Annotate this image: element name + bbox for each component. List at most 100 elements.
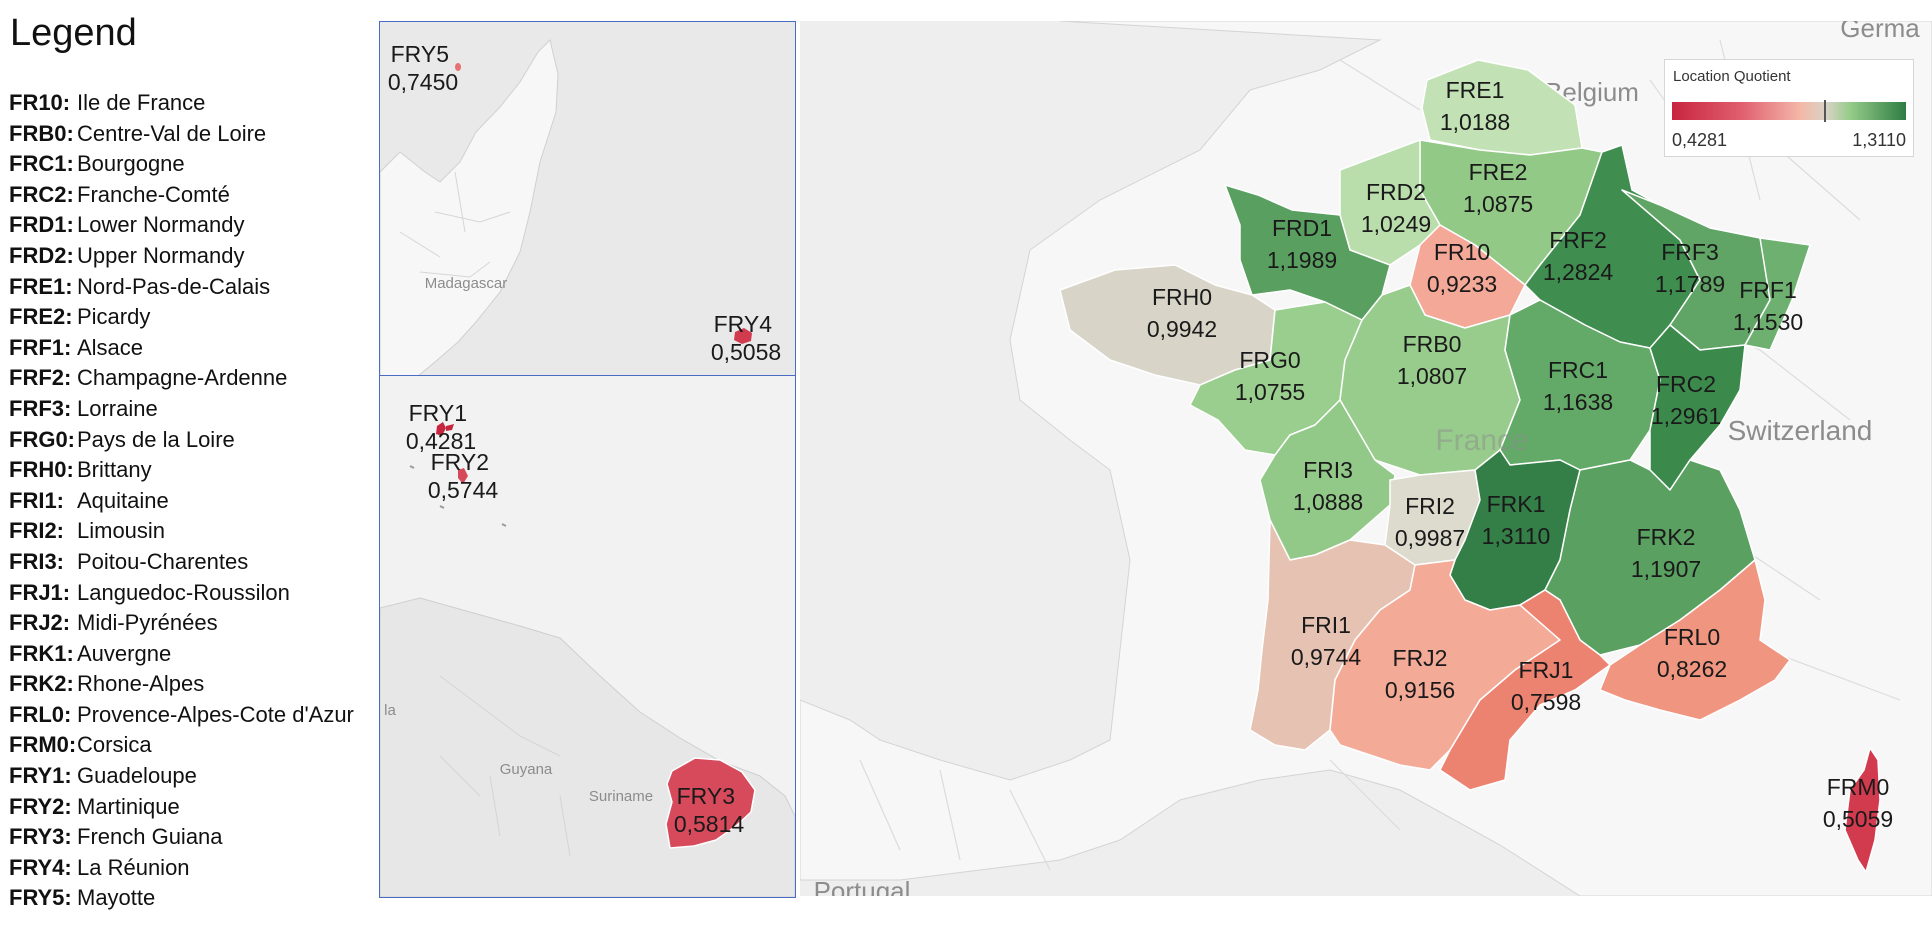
legend-item-name: Picardy [77,304,151,330]
region-code-FRE1: FRE1 [1446,77,1505,103]
region-value-FRE2: 1,0875 [1463,191,1533,217]
region-value-FRI1: 0,9744 [1291,644,1362,670]
region-value-FRH0: 0,9942 [1147,316,1217,342]
region-label-FRG0: FRG0 1,0755 [1235,347,1305,405]
legend-item-code: FRF3: [9,395,72,421]
legend-item-frf2: FRF2: Champagne-Ardenne [9,363,354,394]
legend-item-name: Ile de France [77,90,206,115]
region-code-FRC2: FRC2 [1656,371,1716,397]
region-value-FRF1: 1,1530 [1733,309,1803,335]
legend-item-code: FRI2: [9,518,64,544]
region-code-FRI2: FRI2 [1405,493,1455,519]
region-code-FRF2: FRF2 [1549,227,1607,253]
legend-item-frf3: FRF3: Lorraine [9,394,354,425]
germany-label: Germa [1840,21,1920,43]
legend-item-code: FRF1: [9,334,72,360]
guyana-label: Guyana [500,761,553,778]
legend-item-name: Alsace [77,334,144,360]
region-FRM0[interactable] [1844,747,1881,873]
region-label-FR10: FR10 0,9233 [1427,239,1497,297]
legend-item-code: FRD1: [9,212,74,238]
legend-item-code: FRL0: [9,701,72,727]
region-value-FRE1: 1,0188 [1440,109,1510,135]
legend-item-fry5: FRY5: Mayotte [9,883,354,914]
region-code-FRF1: FRF1 [1739,277,1797,303]
legend-item-frj1: FRJ1: Languedoc-Roussilon [9,578,354,609]
legend-item-code: FRH0: [9,457,74,483]
legend-item-name: Lower Normandy [77,212,245,238]
france-choropleth-map[interactable]: Belgium Germa Switzerland Portugal [799,13,1932,906]
region-code-FRF3: FRF3 [1661,239,1719,265]
region-label-FRB0: FRB0 1,0807 [1397,331,1467,389]
region-FRY2[interactable] [458,468,468,484]
legend-item-code: FRC2: [9,181,74,207]
legend-item-frd2: FRD2: Upper Normandy [9,241,354,272]
legend-item-name: Lorraine [77,395,158,421]
region-label-FRD2: FRD2 1,0249 [1361,179,1431,237]
legend-list: FR10: Ile de France FRB0: Centre-Val de Loi… [9,88,354,914]
region-code-FRD1: FRD1 [1272,215,1332,241]
legend-item-name: Martinique [77,793,180,819]
region-code-FRY4: FRY4 [714,311,773,337]
legend-item-fry2: FRY2: Martinique [9,792,354,823]
region-value-FRC1: 1,1638 [1543,389,1613,415]
inset-mayotte-reunion[interactable]: Madagascar FRY5 0,7450 FRY4 0,5058 [379,21,796,377]
region-FRL0[interactable] [1599,559,1791,721]
region-FRJ1[interactable] [1439,589,1611,791]
region-code-FRK2: FRK2 [1637,524,1696,550]
legend-item-frc1: FRC1: Bourgogne [9,149,354,180]
legend-item-fry1: FRY1: Guadeloupe [9,761,354,792]
color-scale-min: 0,4281 [1672,130,1728,150]
region-code-FRH0: FRH0 [1152,284,1212,310]
region-value-FRD2: 1,0249 [1361,211,1431,237]
region-label-FRI3: FRI3 1,0888 [1293,457,1363,515]
region-FRY3[interactable] [665,757,756,849]
legend-item-name: Midi-Pyrénées [77,610,218,636]
color-scale-title: Location Quotient [1673,68,1791,85]
legend-item-name: Corsica [77,732,152,758]
region-value-FR10: 0,9233 [1427,271,1497,297]
legend-item-fry4: FRY4: La Réunion [9,853,354,884]
region-value-FRF3: 1,1789 [1655,271,1725,297]
region-value-FRJ2: 0,9156 [1385,677,1455,703]
legend-item-code: FRY4: [9,854,72,880]
region-label-FRC2: FRC2 1,2961 [1651,371,1721,429]
la-label: la [384,702,396,719]
legend-item-name: Pays de la Loire [77,426,235,452]
legend-item-frm0: FRM0:Corsica [9,730,354,761]
legend-title: Legend [10,12,137,54]
inset-top-svg: Madagascar FRY5 0,7450 FRY4 0,5058 [380,22,795,376]
legend-item-name: French Guiana [77,824,223,850]
region-code-FRJ1: FRJ1 [1519,657,1574,683]
legend-item-frh0: FRH0: Brittany [9,455,354,486]
region-FRY4[interactable] [734,328,752,344]
suriname-label: Suriname [589,788,653,805]
legend-item-code: FRC1: [9,151,74,177]
legend-item-name: Guadeloupe [77,763,197,789]
region-label-FRI1: FRI1 0,9744 [1291,612,1362,670]
region-label-FRJ2: FRJ2 0,9156 [1385,645,1455,703]
region-label-FRF1: FRF1 1,1530 [1733,277,1803,335]
inset-caribbean-guiana[interactable]: la Guyana Suriname FRY1 0,4281 FRY2 0,57… [379,375,796,898]
region-FRC2[interactable] [1649,324,1746,491]
region-value-FRY2: 0,5744 [428,477,499,503]
region-code-FRJ2: FRJ2 [1393,645,1448,671]
legend-item-code: FRK2: [9,671,74,697]
region-label-FRY4: FRY4 0,5058 [711,311,781,365]
legend-item-frk2: FRK2: Rhone-Alpes [9,669,354,700]
region-FRY5[interactable] [455,63,461,71]
france-label: France [1435,424,1528,457]
legend-item-name: Brittany [77,457,152,483]
legend-item-name: La Réunion [77,854,190,880]
legend-item-code: FRJ1: [9,579,71,605]
region-value-FRG0: 1,0755 [1235,379,1305,405]
legend-item-name: Mayotte [77,885,156,911]
legend-item-name: Champagne-Ardenne [77,365,288,391]
region-label-FRH0: FRH0 0,9942 [1147,284,1217,342]
region-FRY1[interactable] [436,422,454,436]
region-value-FRD1: 1,1989 [1267,247,1337,273]
region-FRF1[interactable] [1744,237,1811,351]
legend-item-name: Rhone-Alpes [77,671,205,697]
legend-item-name: Centre-Val de Loire [77,120,267,146]
region-value-FRY4: 0,5058 [711,339,781,365]
